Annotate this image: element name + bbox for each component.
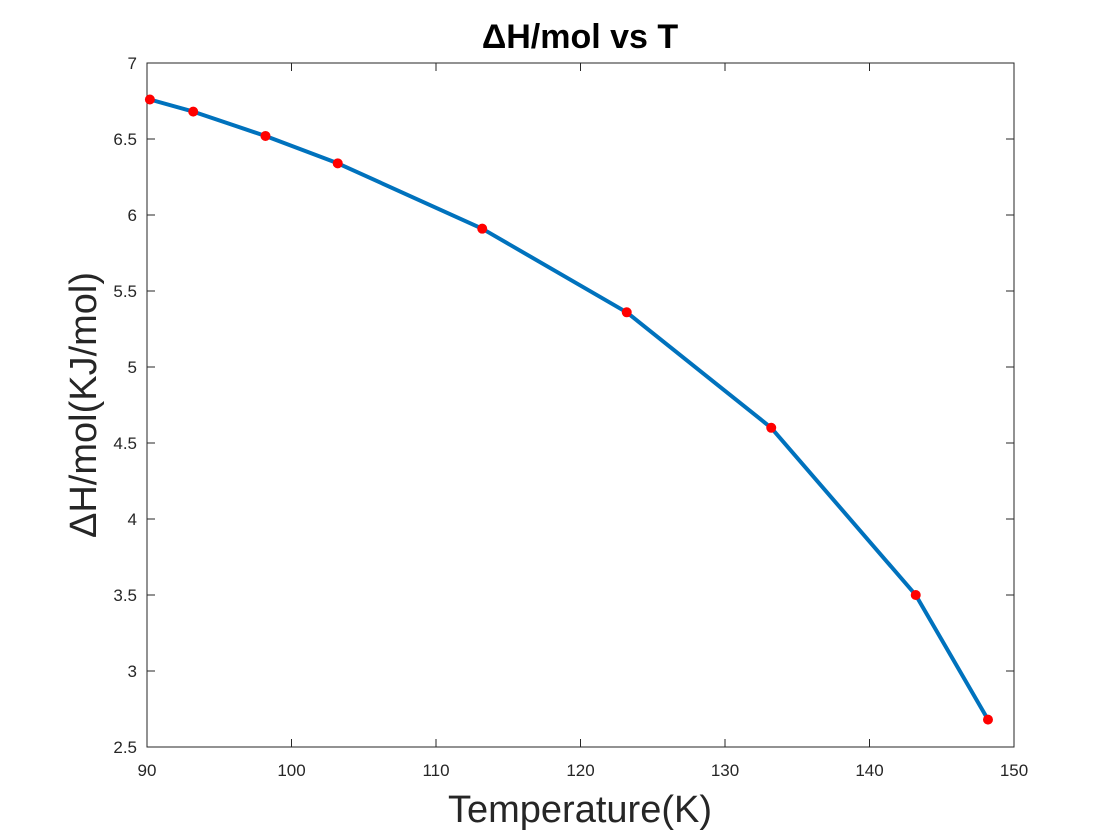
x-axis-title: Temperature(K) bbox=[448, 789, 712, 831]
y-tick-label: 7 bbox=[128, 54, 137, 73]
data-point bbox=[188, 106, 199, 117]
y-tick-label: 6.5 bbox=[113, 130, 137, 149]
x-tick-label: 140 bbox=[855, 761, 883, 780]
x-tick-label: 100 bbox=[277, 761, 305, 780]
x-tick-label: 130 bbox=[711, 761, 739, 780]
y-tick-label: 4.5 bbox=[113, 434, 137, 453]
series-layer bbox=[144, 94, 993, 725]
plot-area bbox=[146, 62, 1015, 748]
data-point bbox=[910, 590, 921, 600]
data-point bbox=[477, 223, 488, 234]
y-tick-label: 4 bbox=[128, 510, 137, 529]
y-tick-label: 2.5 bbox=[113, 738, 137, 757]
chart-title: ΔH/mol vs T bbox=[482, 18, 679, 56]
data-point bbox=[332, 158, 343, 169]
x-tick-label: 110 bbox=[422, 761, 449, 780]
y-axis-title: ΔH/mol(KJ/mol) bbox=[63, 272, 105, 538]
y-tick-label: 3 bbox=[128, 662, 137, 681]
data-point bbox=[766, 422, 777, 433]
data-point bbox=[982, 714, 993, 725]
x-tick-label: 150 bbox=[1000, 761, 1028, 780]
series-line bbox=[147, 97, 990, 722]
y-tick-label: 5 bbox=[128, 358, 137, 377]
y-tick-label: 3.5 bbox=[113, 586, 137, 605]
y-tick-label: 6 bbox=[128, 206, 137, 225]
data-point bbox=[144, 94, 155, 105]
data-point bbox=[621, 307, 632, 318]
x-tick-label: 90 bbox=[138, 761, 157, 780]
y-tick-label: 5.5 bbox=[113, 282, 137, 301]
ticks-layer: 90 100 110 120 130 140 150 2.5 3 3.5 4 4.5 5 5.5 6 6.5 7 bbox=[113, 54, 1028, 780]
x-tick-label: 120 bbox=[566, 761, 594, 780]
data-point bbox=[260, 130, 271, 141]
